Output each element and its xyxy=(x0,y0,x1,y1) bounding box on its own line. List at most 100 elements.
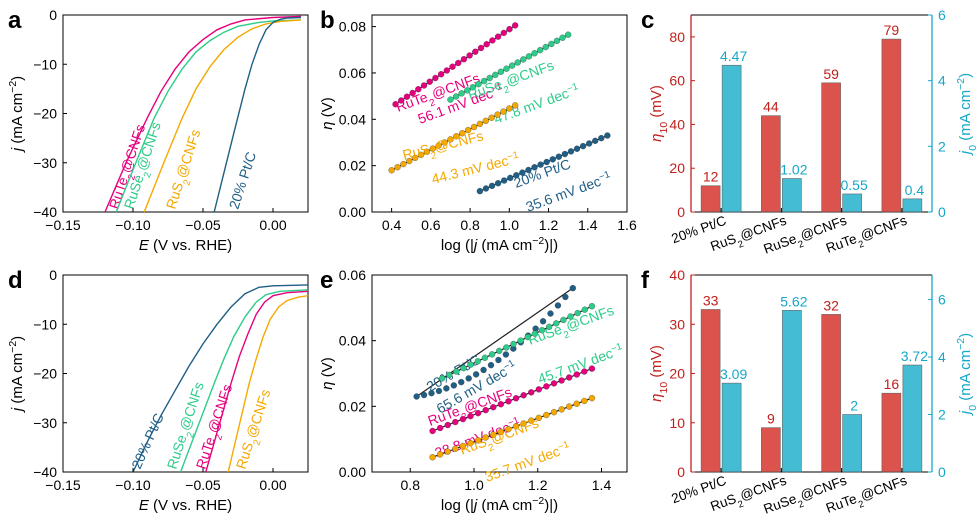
y-tick-label: −10 xyxy=(33,56,57,72)
text-part: j xyxy=(472,237,478,254)
data-point xyxy=(588,303,596,310)
text-part: ) xyxy=(9,336,26,341)
text-part: @CNFs xyxy=(173,127,204,179)
eta-value-label: 16 xyxy=(884,376,900,392)
data-point xyxy=(488,182,496,189)
data-point xyxy=(528,417,535,424)
text-part: (V vs. RHE) xyxy=(149,497,232,514)
text-part: (V) xyxy=(319,357,336,381)
x-tick-label: 0.8 xyxy=(401,477,421,493)
left-tick-label: 40 xyxy=(669,116,685,132)
series-line-rute2 xyxy=(104,15,302,213)
fit-line xyxy=(391,104,516,171)
data-point xyxy=(452,445,459,452)
panel-letter: c xyxy=(641,7,654,34)
data-point xyxy=(543,383,550,390)
text-part: j xyxy=(472,497,478,514)
x-tick-label: 1.0 xyxy=(464,477,484,493)
j0-value-label: 2 xyxy=(850,397,858,413)
text-part: cm xyxy=(957,90,974,110)
text-part: cm xyxy=(512,237,532,254)
data-point xyxy=(531,50,538,57)
series-line-rus2 xyxy=(143,19,302,213)
text-part: −2 xyxy=(955,338,967,350)
data-point xyxy=(588,365,596,372)
text-part: −2 xyxy=(532,495,544,507)
text-part: 2 xyxy=(797,238,806,250)
x-tick-label: −0.05 xyxy=(185,477,221,493)
text-part: −1 xyxy=(609,341,623,355)
data-point xyxy=(549,156,556,163)
data-point xyxy=(482,407,489,414)
x-tick-label: −0.15 xyxy=(45,217,81,233)
right-axis-label: j0 (mA cm−2) xyxy=(955,333,979,416)
data-point xyxy=(467,440,474,447)
text-part: η xyxy=(648,134,665,142)
left-tick-label: 10 xyxy=(669,415,685,431)
panel-d: d20% Pt/CRuSe2@CNFsRuTe2@CNFsRuS2@CNFs−0… xyxy=(7,267,309,514)
x-tick-label: −0.05 xyxy=(185,217,221,233)
text-part: E xyxy=(139,497,150,514)
text-part: (mA xyxy=(477,237,512,254)
data-point xyxy=(417,151,425,158)
series-label: RuSe2@CNFs xyxy=(526,302,618,353)
data-point xyxy=(406,157,413,165)
data-point xyxy=(496,347,503,355)
text-part: j xyxy=(9,407,26,413)
text-part: )|) xyxy=(544,237,558,254)
eta-bar xyxy=(761,115,781,213)
data-point xyxy=(438,375,446,382)
data-point xyxy=(497,68,505,75)
y-tick-label: −30 xyxy=(33,415,57,431)
data-point xyxy=(536,47,544,54)
data-point xyxy=(494,111,501,118)
data-point xyxy=(565,31,572,38)
text-part: )|) xyxy=(544,497,558,514)
eta-bar xyxy=(821,314,841,473)
data-point xyxy=(476,187,484,195)
data-point xyxy=(543,411,550,419)
text-part: 10 xyxy=(658,122,670,134)
data-point xyxy=(480,77,488,85)
fit-line xyxy=(395,24,516,105)
text-part: (mA xyxy=(477,497,512,514)
right-tick-label: 4 xyxy=(938,73,946,89)
data-point xyxy=(538,327,546,334)
data-point xyxy=(441,139,448,146)
eta-bar xyxy=(821,82,841,213)
data-point xyxy=(488,351,496,358)
fit-line xyxy=(479,134,608,192)
text-part: j xyxy=(957,150,974,156)
data-point xyxy=(537,161,544,168)
data-point xyxy=(535,386,542,393)
data-point xyxy=(446,371,453,379)
text-part: RuSe xyxy=(762,231,799,257)
series-label: RuS2@CNFs xyxy=(163,127,209,212)
data-point xyxy=(567,148,575,155)
data-point xyxy=(539,318,547,325)
data-point xyxy=(495,356,502,364)
text-part: RuSe xyxy=(762,491,799,517)
data-point xyxy=(497,428,505,436)
right-tick-label: 0 xyxy=(938,464,946,480)
data-point xyxy=(507,174,514,182)
data-point xyxy=(423,148,431,155)
x-tick-label: −0.10 xyxy=(115,477,151,493)
right-axis-label: j0 (mA cm−2) xyxy=(955,73,979,156)
series-line-ruse2 xyxy=(115,19,302,213)
x-tick-label: 0.6 xyxy=(421,217,441,233)
text-part: dec xyxy=(468,85,495,108)
data-point xyxy=(573,400,580,407)
data-point xyxy=(450,382,457,389)
data-point xyxy=(506,26,513,33)
j0-bar xyxy=(721,382,742,473)
text-part: dec xyxy=(535,443,562,466)
data-point xyxy=(505,398,512,405)
text-part: −2 xyxy=(532,235,544,247)
data-point xyxy=(525,166,532,174)
data-point xyxy=(535,414,542,421)
panel-letter: d xyxy=(8,267,23,294)
eta-bar xyxy=(700,185,721,213)
data-point xyxy=(512,395,520,402)
